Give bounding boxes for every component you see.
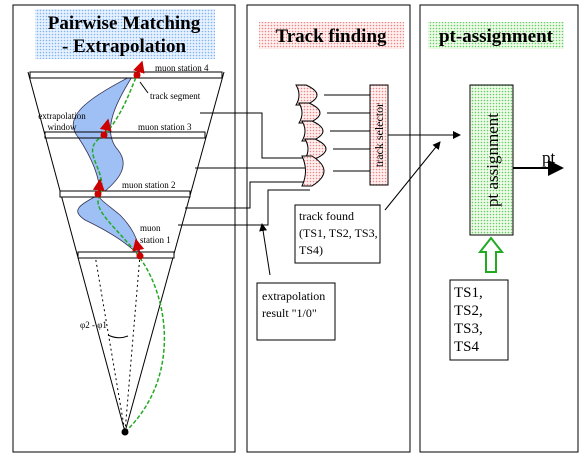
input-arrow — [477, 236, 505, 273]
segment-arrow — [132, 238, 145, 259]
title-bg — [259, 22, 404, 49]
station — [44, 131, 206, 139]
note-box — [294, 204, 381, 264]
muon-track — [91, 72, 166, 433]
dotted-line — [94, 254, 126, 433]
label: φ2 - φ1 — [80, 320, 107, 330]
note: TS1, — [454, 285, 483, 301]
extrapolation-window — [77, 194, 141, 259]
note: TS4 — [454, 339, 480, 355]
panel-title: - Extrapolation — [62, 36, 186, 57]
note: TS2, — [454, 303, 483, 319]
angle-arc — [107, 334, 129, 339]
station — [77, 251, 175, 259]
station — [29, 71, 223, 79]
note-box — [256, 282, 336, 341]
note: result "1/0" — [262, 306, 317, 320]
vertex — [121, 428, 129, 436]
pt-assignment-box — [469, 84, 514, 236]
panel — [12, 4, 236, 453]
label: pt — [542, 148, 556, 167]
leader — [139, 81, 149, 94]
note-box — [449, 279, 509, 361]
or-gates — [295, 84, 370, 187]
label: track selector — [372, 103, 386, 167]
panel-title: Pairwise Matching — [48, 13, 201, 34]
note: TS3, — [454, 321, 483, 337]
label: muon station 4 — [155, 63, 209, 73]
segment-arrow — [99, 118, 112, 139]
label: muon station 2 — [122, 180, 176, 190]
label: track segment — [150, 91, 201, 101]
note: (TS1, TS2, TS3, — [299, 226, 378, 240]
panel-title: Track finding — [275, 26, 387, 47]
panel — [246, 4, 411, 453]
label: muon — [140, 223, 161, 233]
note: TS4) — [299, 243, 323, 257]
label: extrapolation — [38, 111, 86, 121]
title-bg — [35, 9, 215, 59]
label: window — [48, 122, 78, 132]
label: pt assignment — [483, 113, 502, 207]
wire — [200, 112, 306, 159]
panel-title: pt-assignment — [439, 26, 554, 47]
note: track found — [299, 209, 354, 223]
arrow — [384, 141, 441, 211]
note: extrapolation — [262, 289, 325, 303]
label: muon station 3 — [138, 122, 192, 132]
segment-arrow — [133, 60, 145, 79]
panel — [419, 4, 579, 453]
label: station 1 — [140, 235, 171, 245]
title-bg — [428, 22, 564, 49]
cone-edge — [27, 71, 126, 433]
segment-arrow — [92, 178, 105, 198]
wire — [178, 189, 310, 226]
wire — [185, 181, 310, 209]
arrow — [259, 223, 271, 276]
station — [59, 190, 191, 198]
